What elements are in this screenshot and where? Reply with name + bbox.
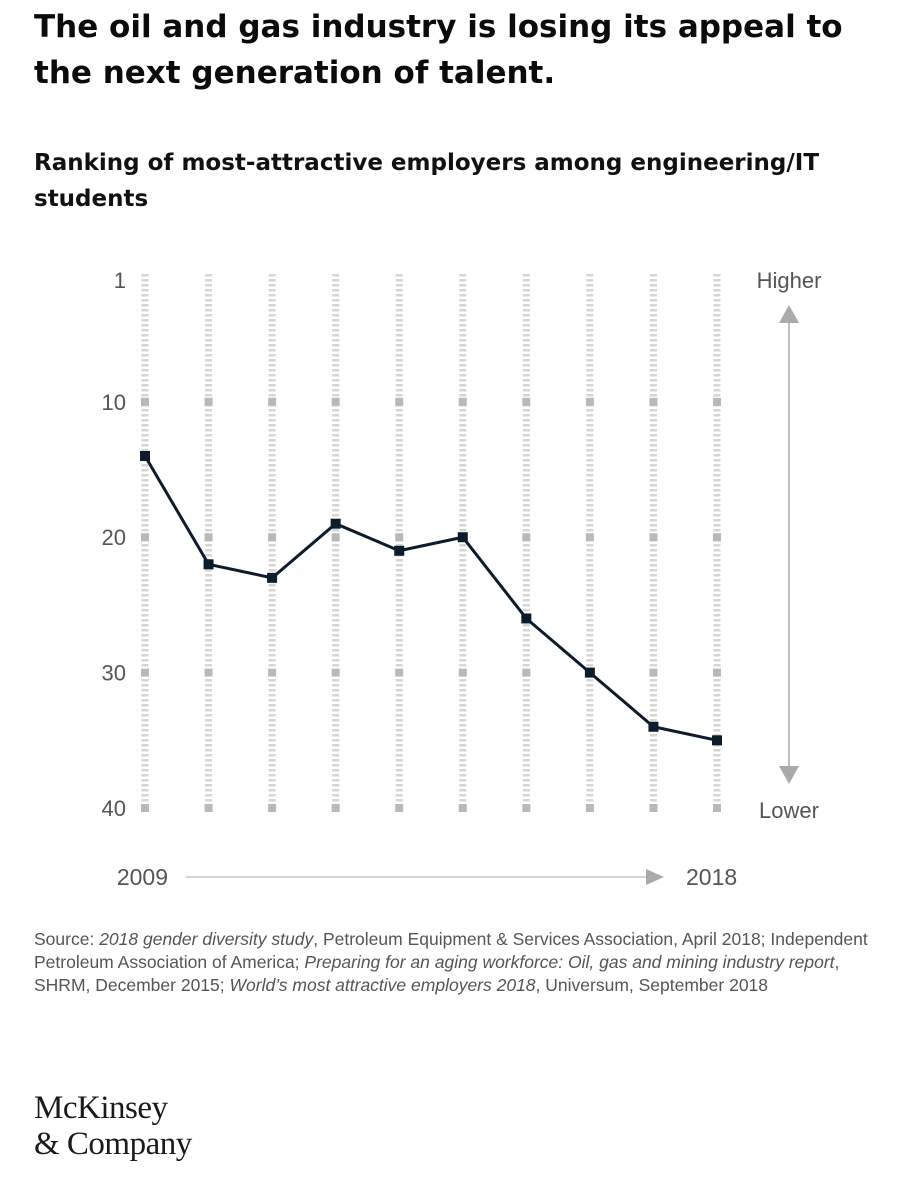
source-title-3: Preparing for an aging workforce: Oil, g…: [304, 952, 835, 972]
logo-line-2: & Company: [34, 1126, 192, 1162]
y-tick-mark-40-2015: [522, 804, 531, 812]
y-tick-mark-20-2018: [713, 533, 721, 542]
direction-label-lower: Lower: [759, 798, 819, 823]
data-series: [140, 451, 722, 746]
y-tick-label-40: 40: [102, 796, 126, 821]
y-tick-mark-20-2015: [522, 533, 531, 542]
direction-label-higher: Higher: [757, 268, 822, 293]
logo-line-1: McKinsey: [34, 1090, 168, 1126]
data-point-2010: [203, 559, 214, 570]
source-title-5: World’s most attractive employers 2018: [229, 975, 536, 995]
y-tick-mark-40-2009: [141, 804, 149, 812]
y-tick-mark-20-2011: [268, 533, 277, 542]
data-point-2011: [267, 572, 278, 583]
data-point-2009: [140, 451, 150, 461]
gridlines: [141, 274, 721, 814]
data-point-2013: [394, 545, 405, 556]
data-point-2014: [457, 532, 468, 543]
y-tick-mark-40-2010: [204, 804, 213, 812]
direction-indicator: Higher Lower: [757, 268, 822, 823]
y-axis-ticks: 1 10 20 30 40: [102, 268, 721, 821]
x-start-label: 2009: [117, 864, 168, 890]
source-note: Source: 2018 gender diversity study, Pet…: [34, 928, 894, 997]
y-tick-mark-10-2017: [649, 397, 658, 406]
y-tick-mark-40-2016: [585, 804, 594, 812]
y-tick-mark-40-2012: [331, 804, 340, 812]
y-tick-mark-10-2018: [713, 397, 721, 406]
y-tick-mark-30-2012: [331, 668, 340, 677]
y-tick-mark-40-2013: [395, 804, 404, 812]
line-chart: 1 10 20 30 40 Higher Lower 2009 2018: [102, 268, 822, 890]
ranking-line: [143, 455, 718, 742]
y-tick-mark-10-2010: [204, 397, 213, 406]
y-tick-mark-10-2016: [585, 397, 594, 406]
y-tick-mark-30-2013: [395, 668, 404, 677]
y-tick-mark-40-2017: [649, 804, 658, 812]
source-text-2: , Petroleum Equipment & Services Associa…: [34, 929, 868, 972]
time-axis: 2009 2018: [117, 864, 737, 890]
y-tick-mark-20-2013: [395, 533, 404, 542]
mckinsey-logo: McKinsey & Company: [34, 1090, 192, 1162]
y-tick-mark-30-2018: [713, 668, 721, 677]
y-tick-mark-30-2017: [649, 668, 658, 677]
source-text-6: , Universum, September 2018: [535, 975, 769, 995]
x-end-label: 2018: [686, 864, 737, 890]
y-tick-mark-30-2015: [522, 668, 531, 677]
y-tick-mark-30-2014: [458, 668, 467, 677]
y-tick-mark-20-2016: [585, 533, 594, 542]
y-tick-mark-40-2014: [458, 804, 467, 812]
headline: The oil and gas industry is losing its a…: [34, 9, 843, 91]
data-point-2017: [648, 721, 659, 732]
source-title-1: 2018 gender diversity study: [99, 929, 314, 949]
y-tick-mark-30-2011: [268, 668, 277, 677]
y-tick-mark-30-2009: [141, 668, 149, 677]
y-tick-mark-20-2010: [204, 533, 213, 542]
y-tick-mark-40-2011: [268, 804, 277, 812]
y-tick-label-30: 30: [102, 661, 126, 686]
time-arrow-icon: [646, 869, 664, 885]
y-tick-mark-20-2009: [141, 533, 149, 542]
chart-subtitle: Ranking of most-attractive employers amo…: [34, 150, 820, 212]
y-tick-mark-10-2015: [522, 397, 531, 406]
y-tick-mark-10-2013: [395, 397, 404, 406]
y-tick-mark-40-2018: [713, 804, 721, 812]
y-tick-mark-10-2009: [141, 397, 149, 406]
data-point-2015: [521, 613, 532, 624]
data-point-2016: [584, 667, 595, 678]
y-tick-label-1: 1: [114, 268, 126, 293]
y-tick-mark-10-2012: [331, 397, 340, 406]
data-point-2012: [330, 518, 341, 529]
source-text-4: , SHRM, December 2015;: [34, 952, 840, 995]
up-arrow-icon: [779, 305, 799, 323]
y-tick-mark-30-2010: [204, 668, 213, 677]
source-prefix: Source:: [34, 929, 100, 949]
y-tick-mark-20-2017: [649, 533, 658, 542]
y-tick-mark-20-2012: [331, 533, 340, 542]
y-tick-mark-10-2014: [458, 397, 467, 406]
y-tick-label-20: 20: [102, 525, 126, 550]
y-tick-mark-10-2011: [268, 397, 277, 406]
y-tick-label-10: 10: [102, 390, 126, 415]
down-arrow-icon: [779, 766, 799, 784]
data-point-2018: [712, 735, 722, 746]
